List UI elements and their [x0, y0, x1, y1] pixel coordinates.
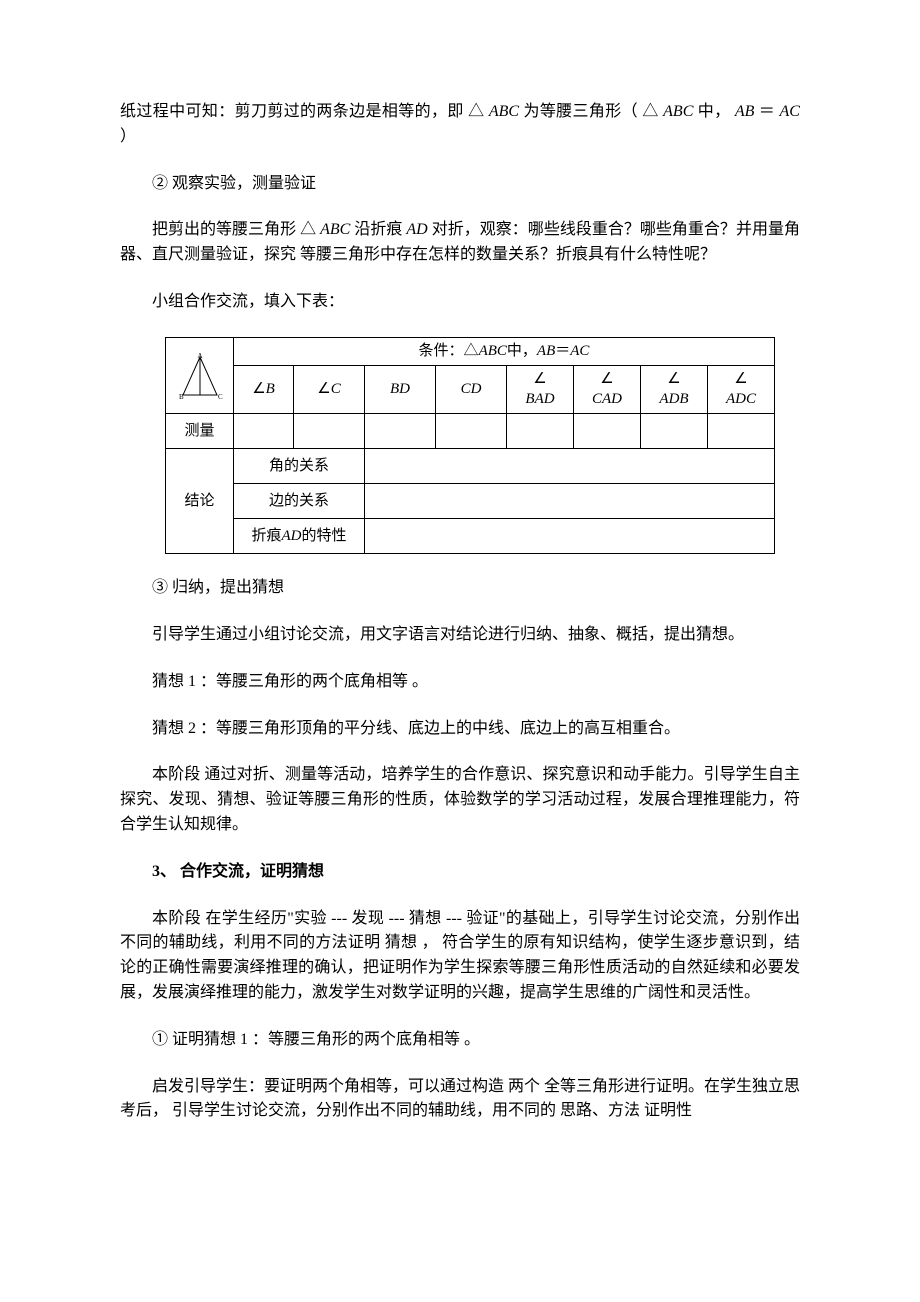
text: ADC — [726, 391, 756, 407]
text: BAD — [525, 391, 554, 407]
cell-empty — [294, 414, 365, 449]
triangle-icon: A B C — [175, 351, 225, 401]
text: ＝ — [555, 343, 570, 359]
cell-empty — [365, 414, 436, 449]
text: B — [266, 381, 275, 397]
text: 为等腰三角形（ △ — [519, 103, 663, 120]
row-label-fold-property: 折痕AD的特性 — [234, 519, 365, 554]
text: 中， — [693, 103, 734, 120]
text: 把剪出的等腰三角形 △ — [152, 221, 320, 238]
table-row: 测量 — [166, 414, 775, 449]
svg-text:A: A — [197, 352, 202, 360]
section-3-heading: 3、 合作交流，证明猜想 — [120, 860, 800, 885]
step-3-title: ③ 归纳，提出猜想 — [120, 576, 800, 601]
cell-empty — [507, 414, 574, 449]
cell-empty — [234, 414, 294, 449]
text: ADB — [659, 391, 688, 407]
cell-empty — [708, 414, 775, 449]
table-row: ∠B ∠C BD CD ∠BAD ∠CAD ∠ADB ∠ADC — [166, 366, 775, 414]
symbol-ab: AB — [537, 343, 555, 359]
paragraph-induce: 引导学生通过小组讨论交流，用文字语言对结论进行归纳、抽象、概括，提出猜想。 — [120, 623, 800, 648]
cell-empty — [365, 519, 775, 554]
measurement-table: A B C 条件：△ABC中，AB＝AC ∠B ∠C BD CD ∠BAD ∠C… — [165, 337, 775, 555]
condition-header: 条件：△ABC中，AB＝AC — [234, 337, 775, 366]
text: C — [331, 381, 341, 397]
symbol-ad: AD — [282, 528, 302, 544]
table-row: 折痕AD的特性 — [166, 519, 775, 554]
page-content: 纸过程中可知：剪刀剪过的两条边是相等的，即 △ ABC 为等腰三角形（ △ AB… — [0, 0, 920, 1206]
table-row: 边的关系 — [166, 484, 775, 519]
symbol-ac: AC — [780, 103, 800, 120]
symbol-ac: AC — [570, 343, 589, 359]
text: ） — [120, 128, 136, 145]
col-angle-b: ∠B — [234, 366, 294, 414]
text: 的特性 — [302, 528, 347, 544]
row-label-conclusion: 结论 — [166, 449, 234, 554]
step-2-title: ② 观察实验，测量验证 — [120, 172, 800, 197]
cell-empty — [436, 414, 507, 449]
conjecture-2: 猜想 2 ：等腰三角形顶角的平分线、底边上的中线、底边上的高互相重合。 — [120, 717, 800, 742]
text: 折痕 — [251, 528, 281, 544]
text: ∠ — [734, 371, 747, 387]
cell-empty — [365, 449, 775, 484]
svg-text:B: B — [179, 393, 184, 401]
text: ∠ — [252, 381, 265, 397]
text: ∠ — [667, 371, 680, 387]
paragraph-last: 启发引导学生：要证明两个角相等，可以通过构造 两个 全等三角形进行证明。在学生独… — [120, 1075, 800, 1125]
symbol-abc: ABC — [663, 103, 693, 120]
conjecture-1: 猜想 1 ：等腰三角形的两个底角相等 。 — [120, 670, 800, 695]
row-label-side-relation: 边的关系 — [234, 484, 365, 519]
col-angle-adb: ∠ ADB — [641, 366, 708, 414]
symbol-ad: AD — [406, 221, 427, 238]
table-row: 结论 角的关系 — [166, 449, 775, 484]
paragraph-phase-summary: 本阶段 通过对折、测量等活动，培养学生的合作意识、探究意识和动手能力。引导学生自… — [120, 763, 800, 837]
paragraph-fold-observe: 把剪出的等腰三角形 △ ABC 沿折痕 AD 对折，观察：哪些线段重合？哪些角重… — [120, 218, 800, 268]
paragraph-phase3: 本阶段 在学生经历"实验 --- 发现 --- 猜想 --- 验证"的基础上，引… — [120, 907, 800, 1006]
text: 条件：△ — [419, 343, 479, 359]
col-angle-c: ∠C — [294, 366, 365, 414]
paragraph-paper-cut: 纸过程中可知：剪刀剪过的两条边是相等的，即 △ ABC 为等腰三角形（ △ AB… — [120, 100, 800, 150]
col-angle-adc: ∠ ADC — [708, 366, 775, 414]
row-label-measure: 测量 — [166, 414, 234, 449]
cell-empty — [365, 484, 775, 519]
cell-empty — [641, 414, 708, 449]
col-angle-bad: ∠ BAD — [507, 366, 574, 414]
row-label-angle-relation: 角的关系 — [234, 449, 365, 484]
cell-empty — [574, 414, 641, 449]
symbol-abc: ABC — [489, 103, 519, 120]
col-angle-cad: ∠ CAD — [574, 366, 641, 414]
prove-conjecture-1: ① 证明猜想 1 ：等腰三角形的两个底角相等 。 — [120, 1028, 800, 1053]
text: ∠ — [533, 371, 546, 387]
text: ∠ — [600, 371, 613, 387]
col-cd: CD — [436, 366, 507, 414]
col-bd: BD — [365, 366, 436, 414]
text: 纸过程中可知：剪刀剪过的两条边是相等的，即 △ — [120, 103, 489, 120]
text: 中， — [507, 343, 537, 359]
symbol-abc: ABC — [320, 221, 350, 238]
triangle-diagram-cell: A B C — [166, 337, 234, 414]
group-work-line: 小组合作交流，填入下表： — [120, 290, 800, 315]
symbol-ab: AB — [735, 103, 755, 120]
table-row: A B C 条件：△ABC中，AB＝AC — [166, 337, 775, 366]
text: CAD — [592, 391, 622, 407]
text: 沿折痕 — [350, 221, 406, 238]
svg-text:C: C — [218, 393, 223, 401]
text: ∠ — [317, 381, 330, 397]
symbol-abc: ABC — [479, 343, 507, 359]
text: ＝ — [754, 103, 779, 120]
